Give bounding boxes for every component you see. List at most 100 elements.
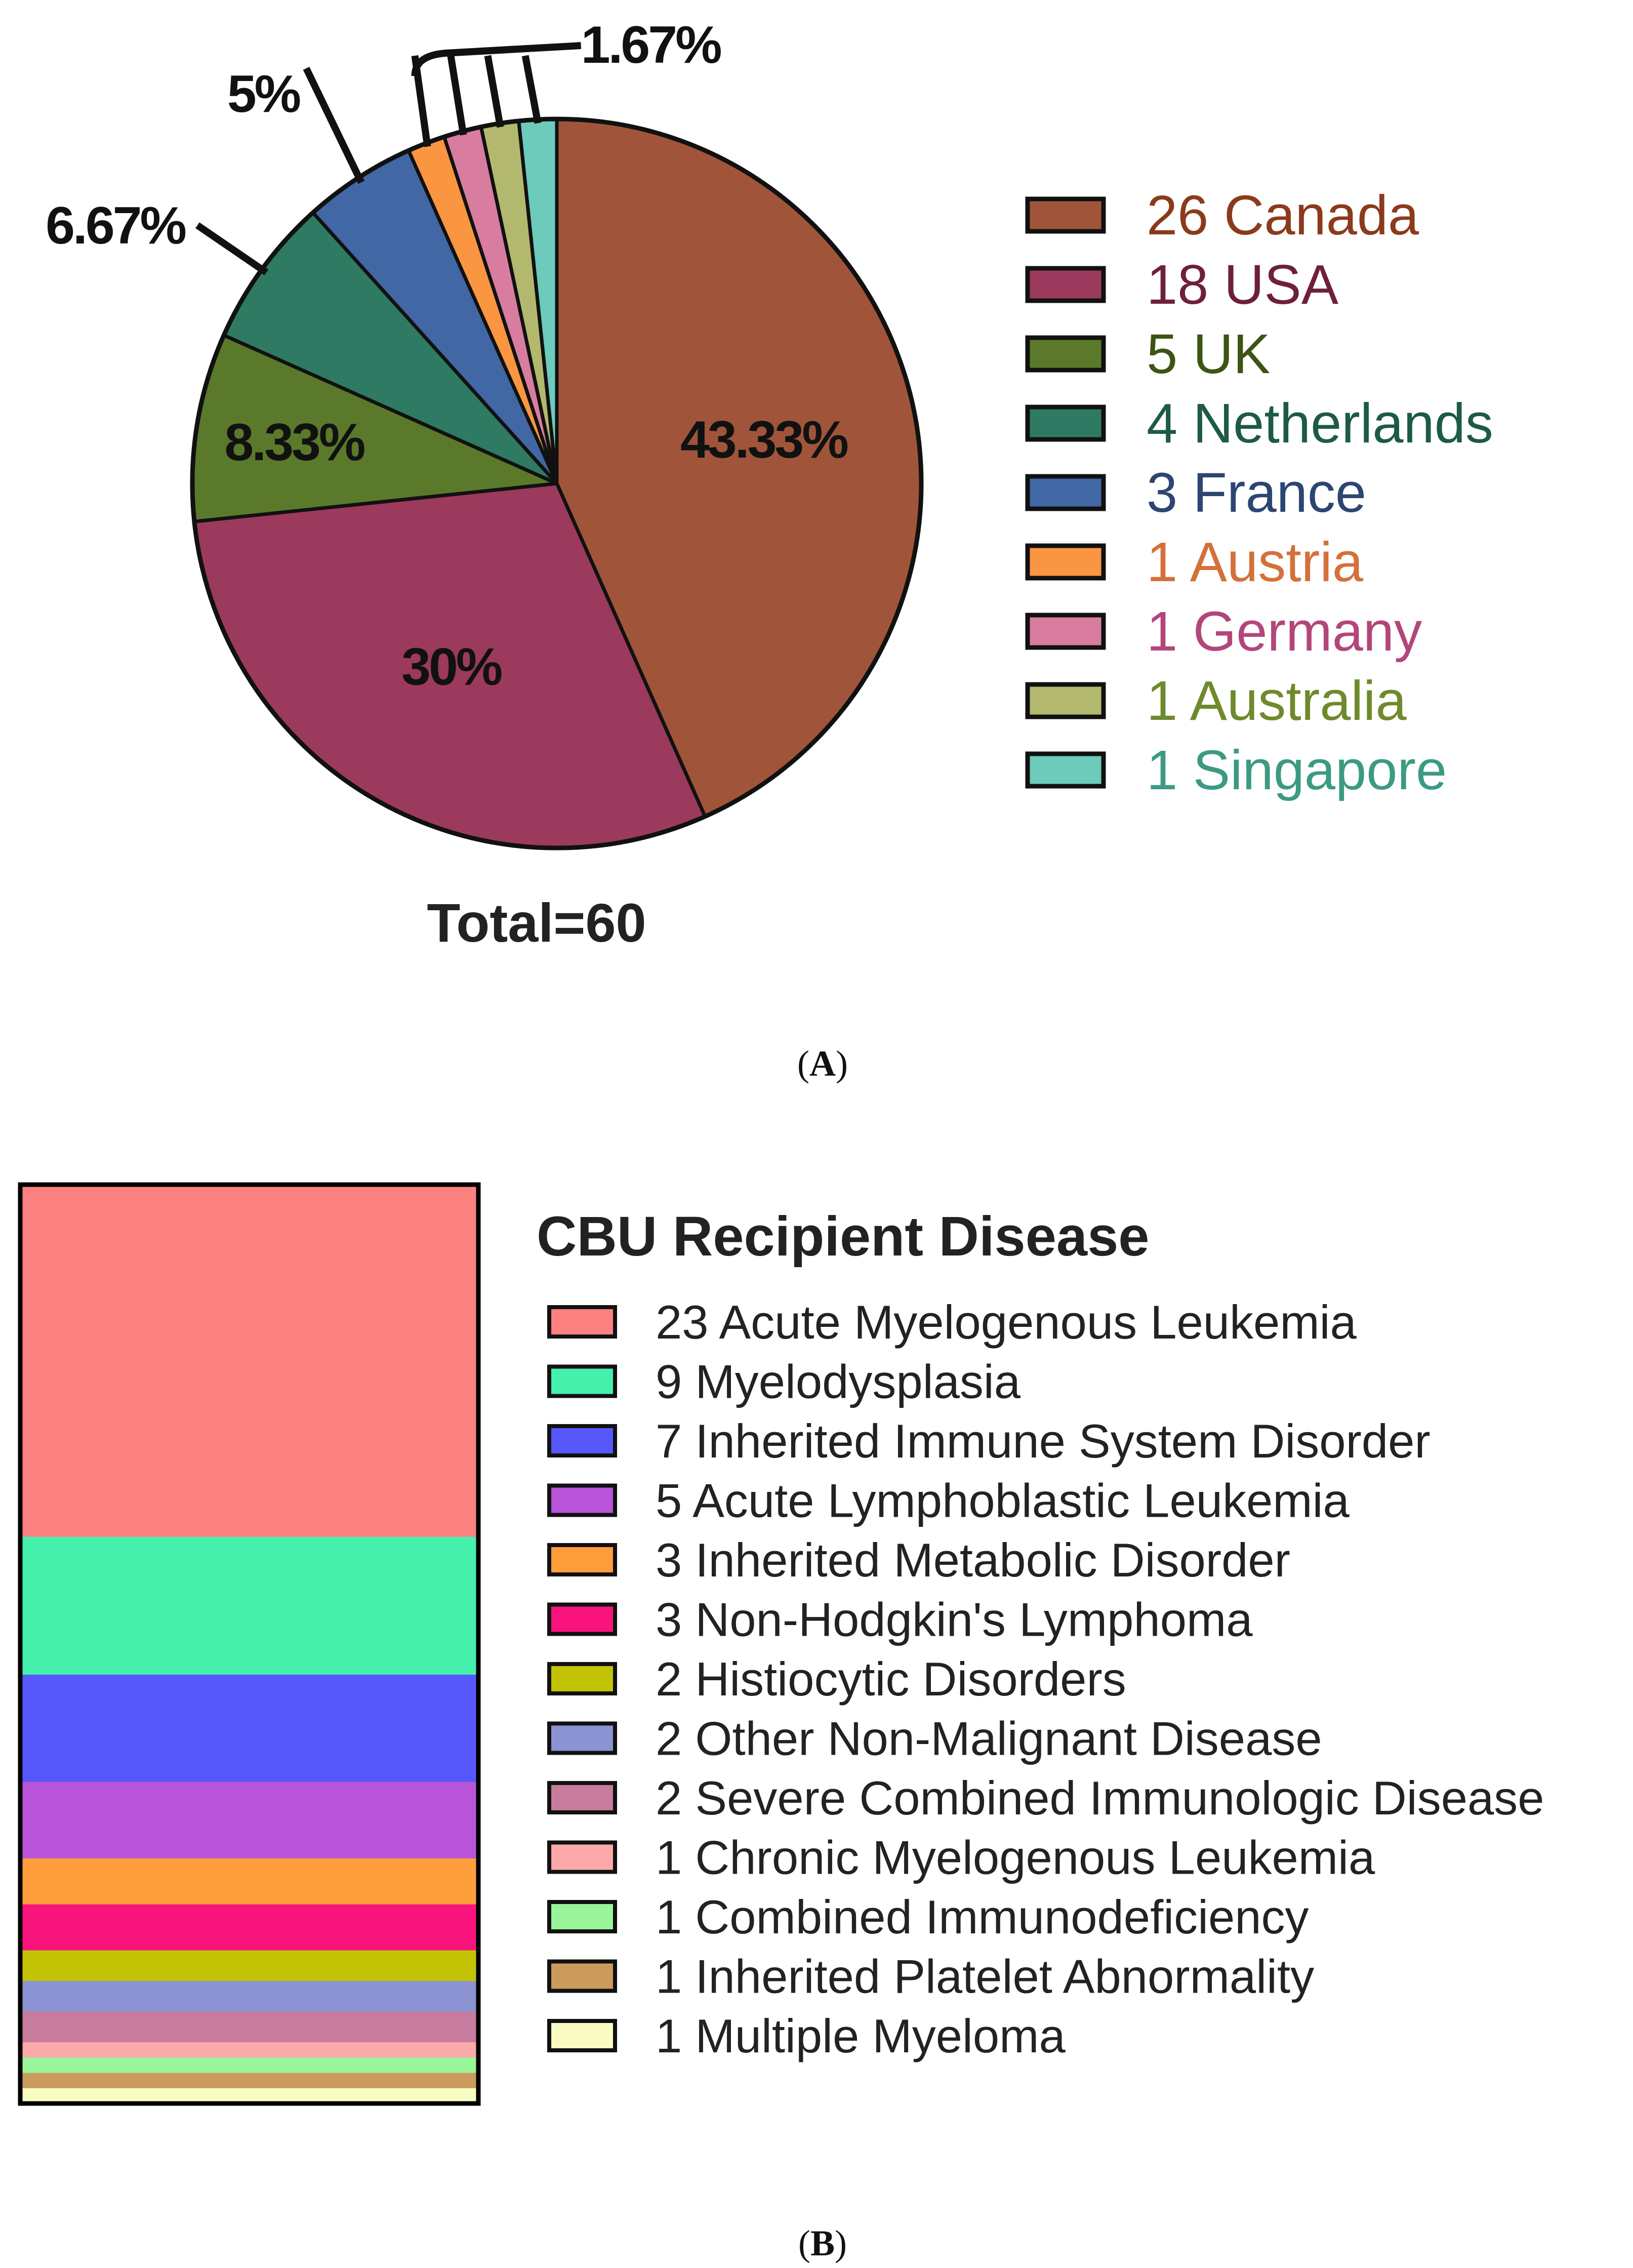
stacked-bar-segments <box>20 1185 478 2104</box>
bar-segment-5 <box>20 1858 478 1905</box>
pie-total-label: Total=60 <box>427 892 646 953</box>
pie-legend-item: 3 France <box>1025 462 1366 524</box>
disease-legend-swatch <box>547 1781 617 1814</box>
bar-segment-12 <box>20 2073 478 2089</box>
pie-percent-label-usa: 30% <box>401 638 502 697</box>
disease-legend-label: 1 Combined Immunodeficiency <box>656 1890 1309 1943</box>
bar-segment-3 <box>20 1675 478 1783</box>
disease-legend-item: 5 Acute Lymphoblastic Leukemia <box>547 1474 1350 1527</box>
disease-legend-item: 1 Inherited Platelet Abnormality <box>547 1950 1314 2003</box>
bar-segment-8 <box>20 1981 478 2012</box>
bar-segment-2 <box>20 1536 478 1675</box>
pie-legend-swatch <box>1025 404 1106 442</box>
disease-legend-item: 2 Other Non-Malignant Disease <box>547 1712 1322 1765</box>
disease-legend-label: 1 Chronic Myelogenous Leukemia <box>656 1831 1375 1884</box>
disease-legend-label: 2 Severe Combined Immunologic Disease <box>656 1771 1544 1825</box>
pie-legend-swatch <box>1025 682 1106 719</box>
disease-legend-swatch <box>547 1424 617 1457</box>
grouped-small-percent-label: 1.67% <box>581 16 721 74</box>
bar-segment-6 <box>20 1904 478 1951</box>
pie-percent-labels: 43.33% 30% 8.33% 6.67% 5% 1.67% <box>46 16 849 697</box>
disease-legend-label: 1 Inherited Platelet Abnormality <box>656 1950 1314 2003</box>
disease-legend-swatch <box>547 1662 617 1695</box>
pie-legend-item: 26 Canada <box>1025 184 1419 247</box>
pie-legend-item: 18 USA <box>1025 254 1339 316</box>
disease-legend-swatch <box>547 1602 617 1636</box>
disease-legend-swatch <box>547 1364 617 1398</box>
leader-line-france <box>303 66 365 184</box>
pie-legend-item: 1 Germany <box>1025 600 1422 663</box>
disease-legend-swatch <box>547 1959 617 1993</box>
pie-legend-label: 5 UK <box>1147 323 1271 385</box>
disease-legend-swatch <box>547 1721 617 1755</box>
disease-legend-item: 1 Combined Immunodeficiency <box>547 1890 1309 1943</box>
disease-legend-item: 23 Acute Myelogenous Leukemia <box>547 1295 1357 1349</box>
pie-legend-label: 1 Australia <box>1147 670 1407 732</box>
disease-legend-title: CBU Recipient Disease <box>537 1205 1149 1268</box>
disease-legend-swatch <box>547 1305 617 1339</box>
pie-legend-item: 1 Austria <box>1025 531 1364 593</box>
disease-legend-item: 7 Inherited Immune System Disorder <box>547 1414 1431 1468</box>
pie-legend-swatch <box>1025 196 1106 234</box>
pie-legend-item: 1 Singapore <box>1025 739 1447 801</box>
disease-legend-swatch <box>547 1543 617 1576</box>
pie-legend-swatch <box>1025 613 1106 650</box>
disease-legend-label: 3 Inherited Metabolic Disorder <box>656 1533 1290 1587</box>
panel-b-caption: (B) <box>798 2223 847 2263</box>
leader-line-australia <box>484 55 504 128</box>
pie-outline <box>190 116 924 850</box>
bar-segment-10 <box>20 2042 478 2058</box>
bar-segment-4 <box>20 1781 478 1859</box>
disease-legend-label: 5 Acute Lymphoblastic Leukemia <box>656 1474 1350 1527</box>
disease-legend-item: 2 Severe Combined Immunologic Disease <box>547 1771 1544 1825</box>
disease-legend-label: 3 Non-Hodgkin's Lymphoma <box>656 1593 1253 1646</box>
disease-legend-swatch <box>547 1840 617 1874</box>
panel-a-pie-chart: 43.33% 30% 8.33% 6.67% 5% 1.67% 26 Canada 18 U… <box>46 16 1493 1084</box>
disease-legend: 23 Acute Myelogenous Leukemia 9 Myelodysp… <box>547 1295 1544 2062</box>
disease-legend-label: 9 Myelodysplasia <box>656 1355 1021 1408</box>
stacked-bar-frame <box>18 1182 481 2106</box>
pie-percent-label-uk: 8.33% <box>224 413 364 472</box>
bar-segment-1 <box>20 1185 478 1537</box>
disease-legend-item: 2 Histiocytic Disorders <box>547 1652 1126 1706</box>
leader-line-germany <box>447 55 467 136</box>
bar-segment-7 <box>20 1950 478 1981</box>
disease-legend-label: 2 Other Non-Malignant Disease <box>656 1712 1322 1765</box>
pie-legend-label: 18 USA <box>1147 254 1339 316</box>
disease-legend-item: 9 Myelodysplasia <box>547 1355 1021 1408</box>
small-slices-bracket <box>411 42 582 76</box>
disease-legend-item: 3 Non-Hodgkin's Lymphoma <box>547 1593 1253 1646</box>
pie-legend-swatch <box>1025 266 1106 303</box>
pie-percent-label-netherlands: 6.67% <box>46 196 185 255</box>
pie-slices <box>190 116 924 850</box>
leader-line-netherlands <box>195 222 269 275</box>
bar-segment-13 <box>20 2088 478 2104</box>
disease-legend-swatch <box>547 1900 617 1933</box>
leader-line-singapore <box>521 55 542 124</box>
disease-legend-label: 7 Inherited Immune System Disorder <box>656 1414 1431 1468</box>
pie-legend-label: 1 Germany <box>1147 600 1422 663</box>
pie-legend-label: 3 France <box>1147 462 1366 524</box>
bar-segment-9 <box>20 2011 478 2043</box>
disease-legend-swatch <box>547 2019 617 2052</box>
disease-legend-item: 3 Inherited Metabolic Disorder <box>547 1533 1290 1587</box>
disease-legend-label: 1 Multiple Myeloma <box>656 2009 1066 2062</box>
pie-legend-swatch <box>1025 751 1106 789</box>
pie-legend-label: 1 Austria <box>1147 531 1364 593</box>
pie-legend-label: 4 Netherlands <box>1147 392 1493 455</box>
pie-legend-swatch <box>1025 474 1106 511</box>
panel-a-caption: (A) <box>797 1043 848 1084</box>
pie-legend-swatch <box>1025 335 1106 373</box>
pie-legend-label: 26 Canada <box>1147 184 1419 247</box>
disease-legend-item: 1 Multiple Myeloma <box>547 2009 1066 2062</box>
pie-percent-label-france: 5% <box>227 65 300 124</box>
disease-legend-label: 23 Acute Myelogenous Leukemia <box>656 1295 1357 1349</box>
pie-leader-lines <box>195 42 582 275</box>
pie-percent-label-canada: 43.33% <box>680 411 847 469</box>
pie-legend-label: 1 Singapore <box>1147 739 1447 801</box>
panel-b-stacked-bar: CBU Recipient Disease 23 Acute Myelogeno… <box>18 1182 1544 2263</box>
pie-legend-item: 5 UK <box>1025 323 1271 385</box>
pie-legend-item: 4 Netherlands <box>1025 392 1493 455</box>
disease-legend-label: 2 Histiocytic Disorders <box>656 1652 1126 1706</box>
